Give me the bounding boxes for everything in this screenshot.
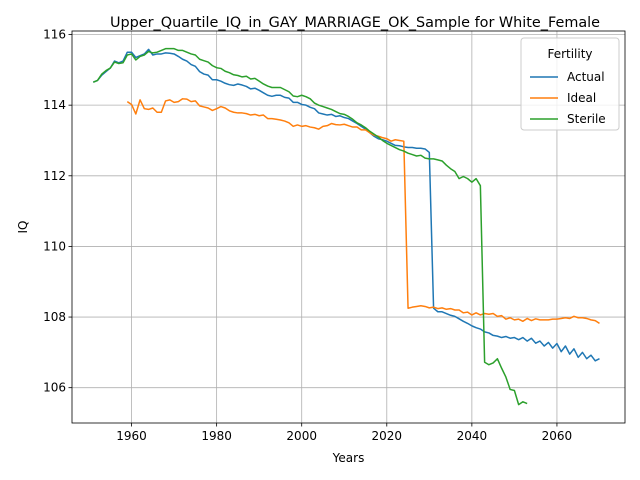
y-tick-label: 112 xyxy=(43,169,66,183)
y-axis-label: IQ xyxy=(16,221,30,234)
legend-label-ideal: Ideal xyxy=(567,91,596,105)
x-tick-label: 2020 xyxy=(372,429,403,443)
legend-label-actual: Actual xyxy=(567,70,605,84)
x-tick-label: 1980 xyxy=(201,429,232,443)
x-tick-label: 2060 xyxy=(542,429,573,443)
chart-title: Upper_Quartile_IQ_in_GAY_MARRIAGE_OK_Sam… xyxy=(110,15,600,31)
legend-title: Fertility xyxy=(547,47,592,61)
x-axis-label: Years xyxy=(332,451,365,465)
legend: Fertility Actual Ideal Sterile xyxy=(521,38,619,130)
y-tick-label: 106 xyxy=(43,381,66,395)
y-tick-label: 108 xyxy=(43,310,66,324)
y-tick-label: 116 xyxy=(43,28,66,42)
x-tick-label: 2040 xyxy=(457,429,488,443)
x-tick-label: 1960 xyxy=(116,429,147,443)
y-tick-label: 110 xyxy=(43,239,66,253)
x-tick-label: 2000 xyxy=(286,429,317,443)
legend-label-sterile: Sterile xyxy=(567,112,606,126)
y-tick-label: 114 xyxy=(43,98,66,112)
